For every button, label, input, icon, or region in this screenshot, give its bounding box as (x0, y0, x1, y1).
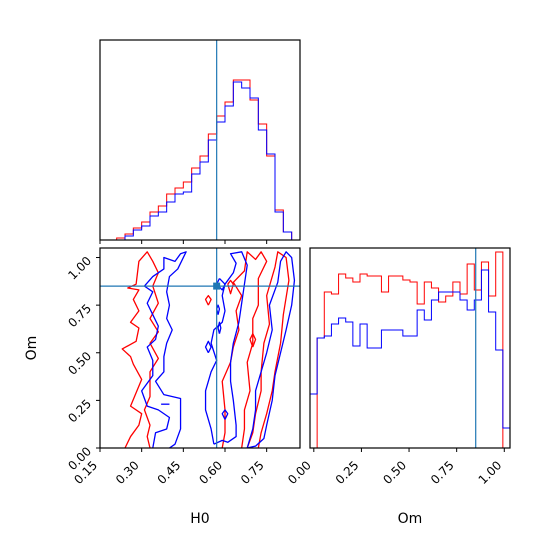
contour-line-series_a (221, 251, 268, 448)
truth-marker (213, 282, 221, 290)
contour-line-series_b (204, 340, 212, 354)
contour-line-series_b (246, 251, 296, 448)
contour-line-series_b (204, 251, 248, 445)
y-axis-label-Om: Om (24, 336, 40, 361)
contour-line-series_a (227, 279, 234, 295)
contour-line-series_b (216, 278, 226, 291)
histogram-H0-series_b-step-line (100, 81, 300, 241)
contour-line-series_b (221, 409, 229, 420)
contour-line-series_b (217, 321, 222, 334)
contour-line-series_a (249, 333, 257, 348)
contour-lines (100, 248, 300, 448)
histogram-Om-frame (309, 247, 511, 449)
contour-line-series_a (204, 294, 212, 306)
x-axis-label-H0: H0 (190, 511, 209, 527)
contour-line-series_a (246, 251, 290, 448)
x-axis-label-Om: Om (398, 511, 423, 527)
histogram-H0-panel (99, 39, 301, 244)
histogram-Om-series_b-step-line (309, 269, 511, 448)
contour-line-series_b (141, 251, 187, 448)
contour-frame (99, 247, 301, 449)
histogram-H0-frame (99, 39, 301, 241)
